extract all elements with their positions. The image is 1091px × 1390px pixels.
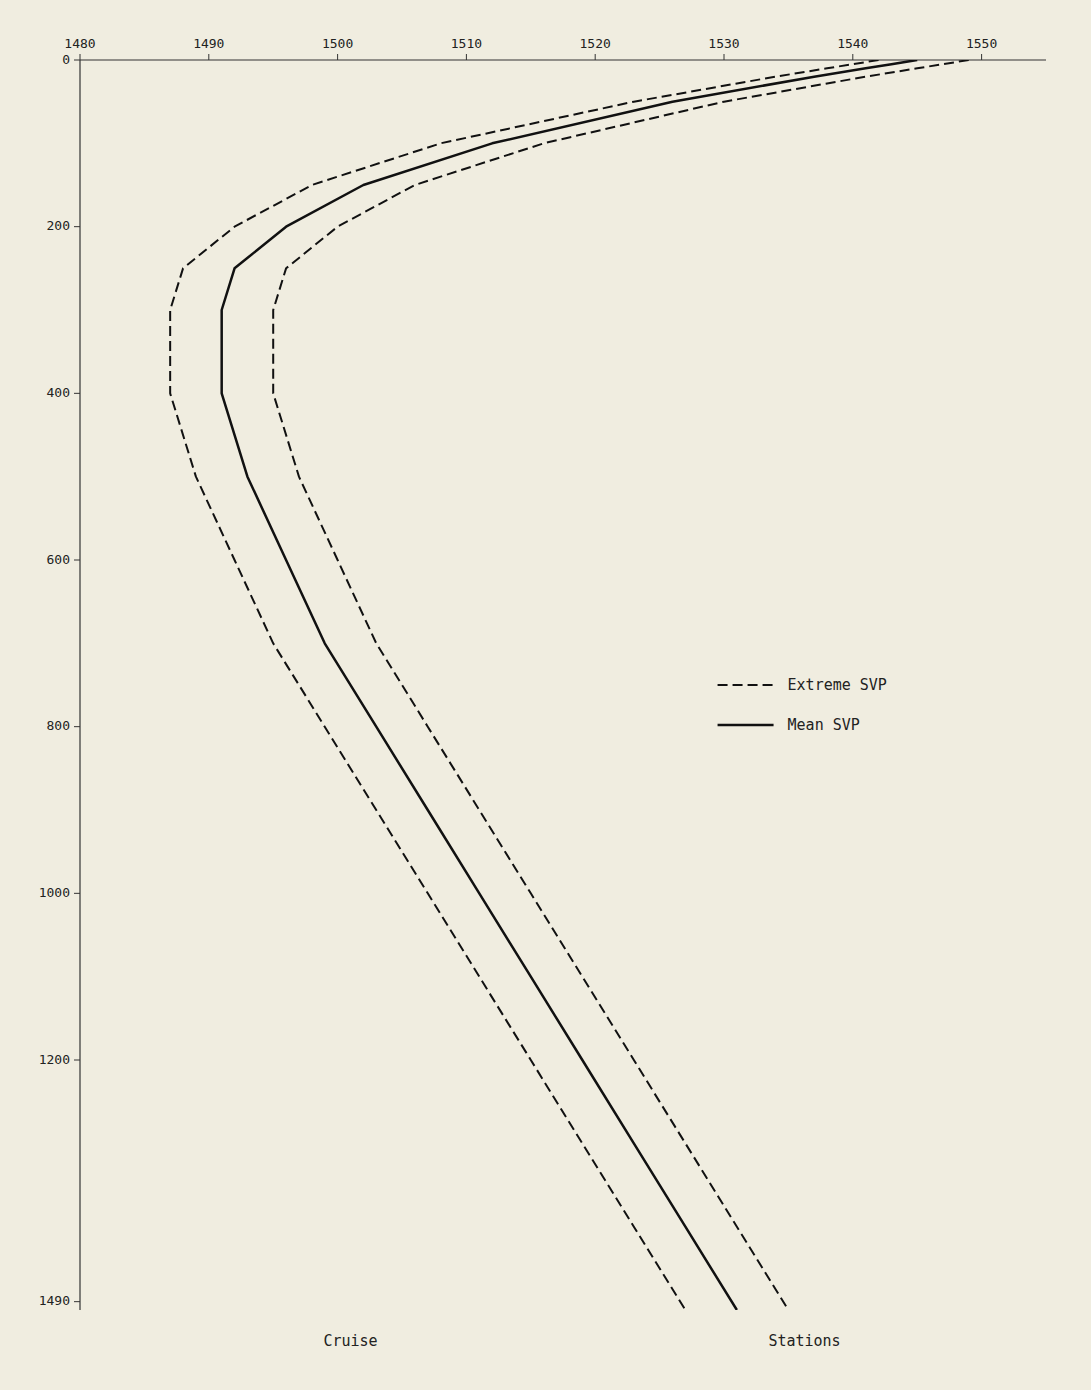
y-tick-label: 200 xyxy=(47,218,70,233)
y-axis-line xyxy=(79,60,80,1310)
x-tick-label: 1530 xyxy=(708,36,739,51)
x-tick-label: 1500 xyxy=(322,36,353,51)
y-tick-label: 0 xyxy=(62,52,70,67)
x-tick xyxy=(208,54,209,60)
y-tick xyxy=(74,893,80,894)
legend-label: Extreme SVP xyxy=(788,676,887,694)
x-tick xyxy=(724,54,725,60)
x-tick xyxy=(852,54,853,60)
y-tick xyxy=(74,1301,80,1302)
y-tick xyxy=(74,1060,80,1061)
x-axis-line xyxy=(80,59,1046,60)
x-tick xyxy=(595,54,596,60)
y-tick-label: 800 xyxy=(47,718,70,733)
x-tick xyxy=(80,54,81,60)
legend-label: Mean SVP xyxy=(788,716,860,734)
annotation: Stations xyxy=(768,1332,840,1350)
legend: Extreme SVP Mean SVP xyxy=(718,676,887,734)
y-tick-label: 1490 xyxy=(39,1293,70,1308)
legend-swatch xyxy=(718,684,774,686)
x-tick xyxy=(337,54,338,60)
y-tick-label: 1200 xyxy=(39,1052,70,1067)
plot-area xyxy=(170,60,969,1310)
svp-line xyxy=(170,60,878,1310)
x-tick xyxy=(981,54,982,60)
axes: 1480 1490 1500 1510 1520 1530 1540 1550 0 200 400 6… xyxy=(39,36,1046,1310)
x-tick-label: 1480 xyxy=(64,36,95,51)
x-tick-label: 1520 xyxy=(580,36,611,51)
x-tick-label: 1510 xyxy=(451,36,482,51)
y-tick-label: 1000 xyxy=(39,885,70,900)
y-tick xyxy=(74,60,80,61)
x-tick-label: 1490 xyxy=(193,36,224,51)
annotation: Cruise xyxy=(323,1332,377,1350)
chart: 1480 1490 1500 1510 1520 1530 1540 1550 0 200 400 6… xyxy=(0,0,1091,1390)
y-tick xyxy=(74,393,80,394)
svp-line xyxy=(222,60,918,1310)
x-tick-label: 1540 xyxy=(837,36,868,51)
y-tick xyxy=(74,726,80,727)
y-tick-label: 400 xyxy=(47,385,70,400)
legend-swatch xyxy=(718,724,774,727)
y-tick-label: 600 xyxy=(47,552,70,567)
y-tick xyxy=(74,226,80,227)
x-tick-label: 1550 xyxy=(966,36,997,51)
x-tick xyxy=(466,54,467,60)
y-tick xyxy=(74,560,80,561)
